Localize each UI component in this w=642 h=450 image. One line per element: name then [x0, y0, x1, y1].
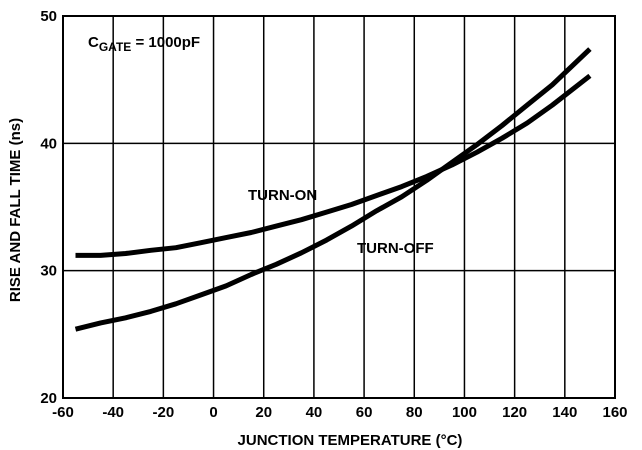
- grid: [63, 16, 615, 398]
- series-line-turn-off: [74, 47, 592, 332]
- annotation-main: C: [88, 34, 99, 51]
- series-line-turn-on: [75, 73, 592, 258]
- x-tick-label: -40: [102, 404, 124, 421]
- x-axis-label: JUNCTION TEMPERATURE (°C): [238, 432, 463, 449]
- y-tick-label: 30: [40, 263, 57, 280]
- x-tick-label: 20: [255, 404, 272, 421]
- plot-frame: [62, 15, 616, 399]
- x-tick-label: -60: [52, 404, 74, 421]
- annotation-rest: = 1000pF: [131, 34, 200, 51]
- x-tick-label: 120: [502, 404, 527, 421]
- x-tick-label: 60: [356, 404, 373, 421]
- x-tick-label: 140: [552, 404, 577, 421]
- x-tick-label: -20: [153, 404, 175, 421]
- series-lines: [74, 47, 592, 332]
- y-tick-labels: 20 30 40 50: [40, 8, 57, 407]
- x-tick-label: 40: [306, 404, 323, 421]
- x-tick-label: 80: [406, 404, 423, 421]
- y-tick-label: 50: [40, 8, 57, 25]
- gate-capacitance-annotation: CGATE = 1000pF: [88, 34, 200, 54]
- x-tick-label: 0: [209, 404, 217, 421]
- x-tick-label: 160: [602, 404, 627, 421]
- y-axis-label: RISE AND FALL TIME (ns): [7, 118, 24, 302]
- annotation-subscript: GATE: [99, 40, 131, 54]
- x-tick-label: 100: [452, 404, 477, 421]
- series-label-turn-off: TURN-OFF: [357, 240, 434, 257]
- y-tick-label: 20: [40, 390, 57, 407]
- y-tick-label: 40: [40, 135, 57, 152]
- x-tick-labels: -60 -40 -20 0 20 40 60 80 100 120 140 160: [52, 404, 627, 421]
- series-label-turn-on: TURN-ON: [248, 187, 317, 204]
